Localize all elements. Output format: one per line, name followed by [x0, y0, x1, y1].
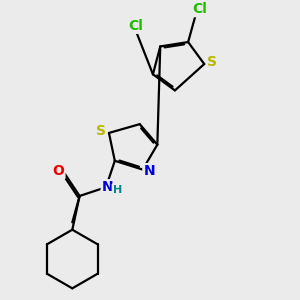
Text: H: H — [112, 184, 122, 194]
Text: S: S — [208, 55, 218, 69]
Text: O: O — [52, 164, 64, 178]
Text: N: N — [143, 164, 155, 178]
Text: Cl: Cl — [192, 2, 207, 16]
Text: Cl: Cl — [128, 19, 143, 33]
Text: N: N — [102, 180, 113, 194]
Text: S: S — [96, 124, 106, 138]
